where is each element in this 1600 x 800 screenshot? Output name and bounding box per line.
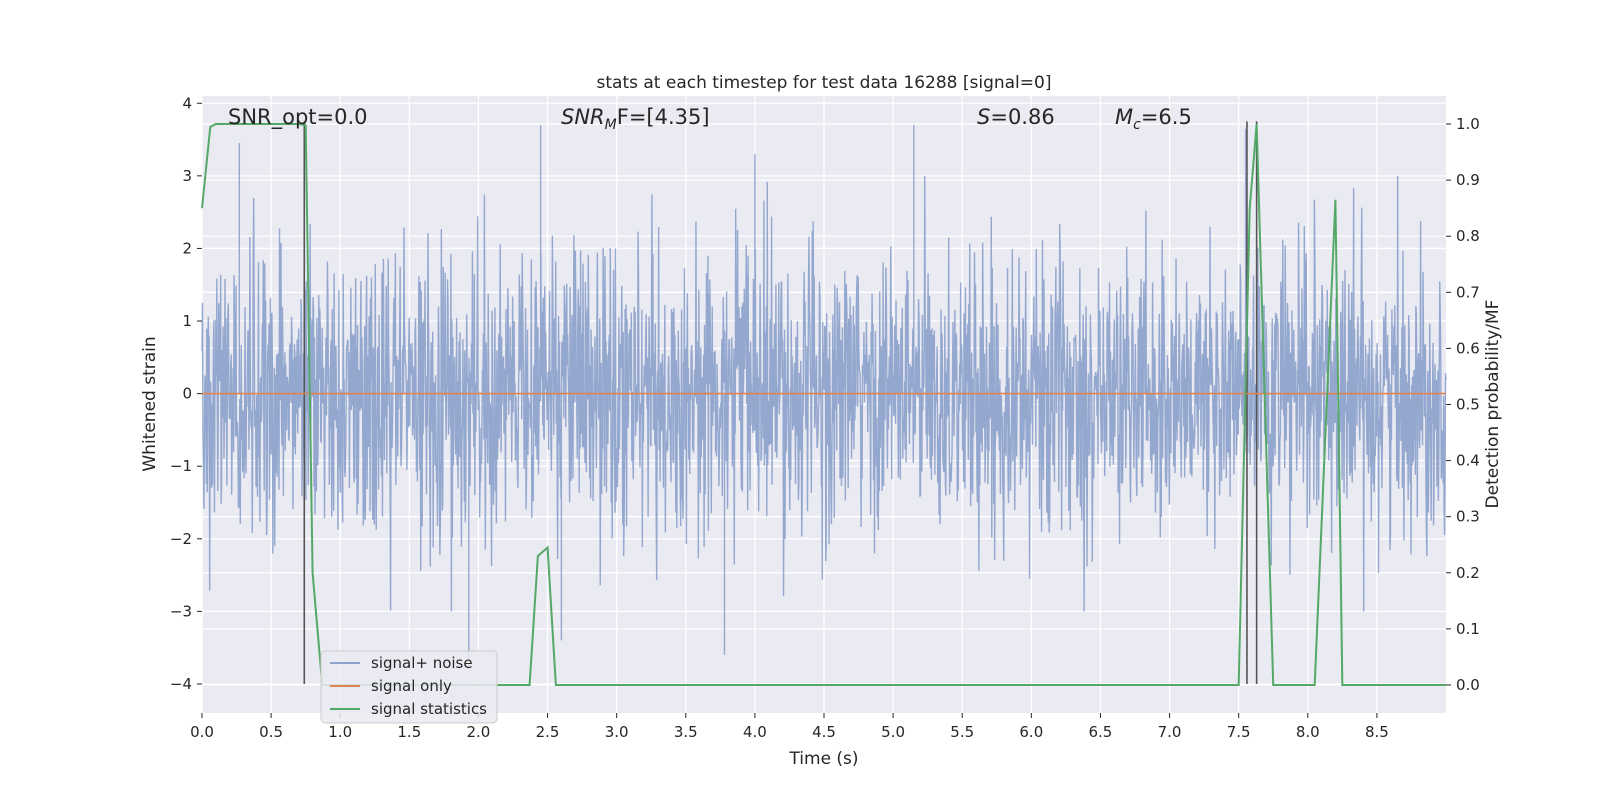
x-tick-label: 3.0 [605,723,629,741]
series-signal-noise-line [201,125,1447,670]
x-tick-label: 7.5 [1227,723,1251,741]
y-right-tick-label: 0.3 [1456,508,1480,526]
x-tick-label: 5.0 [881,723,905,741]
annotation-s: S=0.86 [977,105,1055,129]
legend-label-signal-only: signal only [371,677,452,695]
y-right-tick-label: 0.9 [1456,171,1480,189]
annotation-snr-opt: SNR_opt=0.0 [228,105,368,130]
x-tick-label: 6.0 [1019,723,1043,741]
y-right-tick-label: 0.1 [1456,620,1480,638]
x-tick-label: 7.0 [1158,723,1182,741]
x-tick-label: 4.5 [812,723,836,741]
legend: signal+ noise signal only signal statist… [320,650,498,724]
y-right-tick-label: 1.0 [1456,115,1480,133]
x-tick-label: 8.0 [1296,723,1320,741]
signal-noise-series [201,125,1447,670]
y-tick-label: 0 [182,385,192,403]
x-tick-label: 8.5 [1365,723,1389,741]
x-tick-label: 2.0 [467,723,491,741]
y-right-tick-label: 0.0 [1456,676,1480,694]
annotation-snr-mf-rest: F=[4.35] [617,105,710,129]
y-right-tick-labels: 1.0 0.9 0.8 0.7 0.6 0.5 0.4 0.3 0.2 0.1 0.0 [1446,115,1480,694]
series-lines [201,123,1446,686]
x-tick-labels: 0.0 0.5 1.0 1.5 2.0 2.5 3.0 3.5 4.0 4.5 5.0 5.5 6.0 6… [190,713,1389,741]
vertical-lines [303,121,1258,684]
y-right-tick-label: 0.2 [1456,564,1480,582]
chart-title: stats at each timestep for test data 162… [597,73,1052,93]
y-tick-labels: 4 3 2 1 0 −1 −2 −3 −4 [170,94,202,693]
series-signal-statistics-line [201,123,1446,686]
y-tick-label: 4 [182,94,192,112]
y-right-tick-label: 0.8 [1456,227,1480,245]
x-tick-label: 4.0 [743,723,767,741]
x-tick-label: 0.0 [190,723,214,741]
y-tick-label: −4 [170,675,192,693]
legend-label-signal-noise: signal+ noise [371,654,473,672]
x-tick-label: 1.0 [328,723,352,741]
annotation-snr-mf-sub: M [605,117,617,133]
y-right-axis-label: Detection probability/MF [1483,300,1503,509]
annotation-s-main: S [977,105,990,129]
y-tick-label: −2 [170,530,192,548]
y-tick-label: −3 [170,602,192,620]
y-right-tick-label: 0.5 [1456,396,1480,414]
y-axis-label: Whitened strain [140,336,160,471]
annotation-s-rest: =0.86 [990,105,1054,129]
annotation-mc-rest: =6.5 [1141,105,1192,129]
x-axis-label: Time (s) [788,749,858,769]
y-tick-label: 1 [182,312,192,330]
x-tick-label: 5.5 [950,723,974,741]
y-tick-label: 3 [182,167,192,185]
y-tick-label: 2 [182,239,192,257]
x-tick-label: 6.5 [1089,723,1113,741]
annotation-snr-mf-main: SNR [561,105,605,129]
x-tick-label: 2.5 [536,723,560,741]
annotation-snr-mf: SNRMF=[4.35] [561,105,710,133]
annotation-mc-main: M [1115,105,1133,129]
y-right-tick-label: 0.6 [1456,339,1480,357]
y-right-tick-label: 0.7 [1456,283,1480,301]
legend-box [320,650,498,724]
annotation-mc: Mc=6.5 [1115,105,1192,133]
y-tick-label: −1 [170,457,192,475]
x-tick-label: 3.5 [674,723,698,741]
legend-label-signal-statistics: signal statistics [371,700,487,718]
y-right-tick-label: 0.4 [1456,452,1480,470]
annotation-mc-sub: c [1133,117,1141,133]
x-tick-label: 0.5 [259,723,283,741]
x-tick-label: 1.5 [397,723,421,741]
